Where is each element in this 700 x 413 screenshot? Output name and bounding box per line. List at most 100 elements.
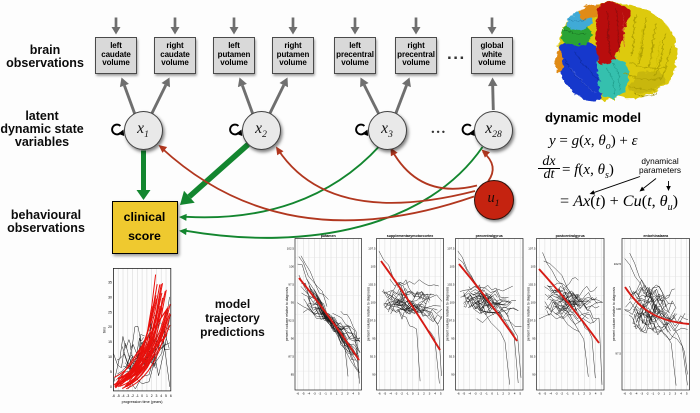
svg-text:-4: -4 [635,392,638,396]
svg-text:90: 90 [291,337,295,341]
svg-text:-3: -3 [313,392,316,396]
svg-text:4: 4 [514,392,516,396]
svg-text:105: 105 [371,264,376,268]
svg-text:4: 4 [680,392,682,396]
svg-text:1: 1 [336,392,338,396]
svg-text:-4: -4 [549,392,552,396]
svg-text:percent volume relative to dia: percent volume relative to diagnosis [446,287,450,341]
svg-text:0: 0 [658,392,660,396]
svg-text:-2: -2 [560,392,563,396]
svg-text:0: 0 [491,392,493,396]
svg-text:102.5: 102.5 [528,282,536,286]
svg-text:-3: -3 [474,392,477,396]
svg-text:5: 5 [165,394,167,398]
svg-text:100: 100 [450,300,455,304]
svg-text:92.5: 92.5 [530,355,536,359]
svg-text:putamen: putamen [321,234,336,238]
svg-text:90: 90 [372,373,376,377]
svg-text:100: 100 [531,300,536,304]
svg-text:87.5: 87.5 [288,355,294,359]
svg-text:-3: -3 [640,392,643,396]
svg-text:-2: -2 [319,392,322,396]
svg-text:2: 2 [151,394,153,398]
svg-text:107.5: 107.5 [447,246,455,250]
svg-text:-6: -6 [378,392,381,396]
svg-text:6: 6 [170,394,172,398]
svg-text:entorhinalarea: entorhinalarea [643,234,669,238]
svg-text:3: 3 [429,392,431,396]
svg-text:-2: -2 [646,392,649,396]
svg-text:-6: -6 [538,392,541,396]
svg-text:-5: -5 [544,392,547,396]
svg-text:-5: -5 [629,392,632,396]
svg-text:1: 1 [497,392,499,396]
svg-text:5: 5 [440,392,442,396]
svg-text:5: 5 [600,392,602,396]
svg-text:102.5: 102.5 [368,282,376,286]
svg-text:95: 95 [372,337,376,341]
svg-text:-2: -2 [400,392,403,396]
svg-text:3: 3 [156,394,158,398]
svg-text:107.5: 107.5 [528,246,536,250]
svg-text:5: 5 [519,392,521,396]
svg-text:-6: -6 [296,392,299,396]
svg-text:3: 3 [347,392,349,396]
svg-text:postcentralgyrus: postcentralgyrus [556,234,585,238]
svg-text:100: 100 [289,264,294,268]
svg-text:-2: -2 [131,394,134,398]
svg-text:5: 5 [110,370,112,374]
svg-text:35: 35 [108,280,112,284]
svg-text:95: 95 [291,300,295,304]
svg-text:97.5: 97.5 [530,319,536,323]
svg-text:4: 4 [160,394,162,398]
svg-text:15: 15 [108,340,112,344]
svg-text:105: 105 [450,264,455,268]
svg-text:-5: -5 [384,392,387,396]
svg-text:97.5: 97.5 [288,282,294,286]
svg-text:85: 85 [291,373,295,377]
svg-text:-6: -6 [623,392,626,396]
svg-text:-4: -4 [308,392,311,396]
svg-text:102.5: 102.5 [287,246,295,250]
svg-text:90: 90 [451,373,455,377]
svg-text:0: 0 [412,392,414,396]
svg-text:4: 4 [434,392,436,396]
svg-text:25: 25 [108,310,112,314]
svg-text:95: 95 [532,337,536,341]
svg-text:0: 0 [330,392,332,396]
svg-text:-5: -5 [302,392,305,396]
svg-text:5: 5 [686,392,688,396]
svg-text:105: 105 [531,264,536,268]
svg-text:progression time (years): progression time (years) [122,400,164,404]
svg-text:92.5: 92.5 [370,355,376,359]
svg-text:percent volume relative to dia: percent volume relative to diagnosis [612,287,616,341]
svg-text:-5: -5 [463,392,466,396]
svg-text:1: 1 [418,392,420,396]
svg-text:-3: -3 [126,394,129,398]
svg-text:tms: tms [102,327,106,333]
svg-text:-4: -4 [389,392,392,396]
svg-text:0: 0 [110,385,112,389]
svg-text:2: 2 [423,392,425,396]
svg-text:2: 2 [583,392,585,396]
svg-text:0: 0 [572,392,574,396]
svg-text:-5: -5 [117,394,120,398]
svg-text:92.5: 92.5 [288,319,294,323]
svg-text:30: 30 [108,295,112,299]
svg-text:3: 3 [675,392,677,396]
svg-text:92.5: 92.5 [449,355,455,359]
svg-text:percent volume relative to dia: percent volume relative to diagnosis [367,287,371,341]
svg-text:-6: -6 [112,394,115,398]
svg-text:-4: -4 [468,392,471,396]
svg-text:1: 1 [578,392,580,396]
svg-text:3: 3 [508,392,510,396]
svg-text:supplementarymotorcortex: supplementarymotorcortex [387,234,434,238]
svg-text:-1: -1 [652,392,655,396]
svg-text:2: 2 [502,392,504,396]
svg-text:1: 1 [663,392,665,396]
svg-text:107.5: 107.5 [368,246,376,250]
svg-text:100: 100 [371,300,376,304]
svg-text:10: 10 [108,355,112,359]
svg-text:97.5: 97.5 [615,351,621,355]
svg-text:-3: -3 [395,392,398,396]
